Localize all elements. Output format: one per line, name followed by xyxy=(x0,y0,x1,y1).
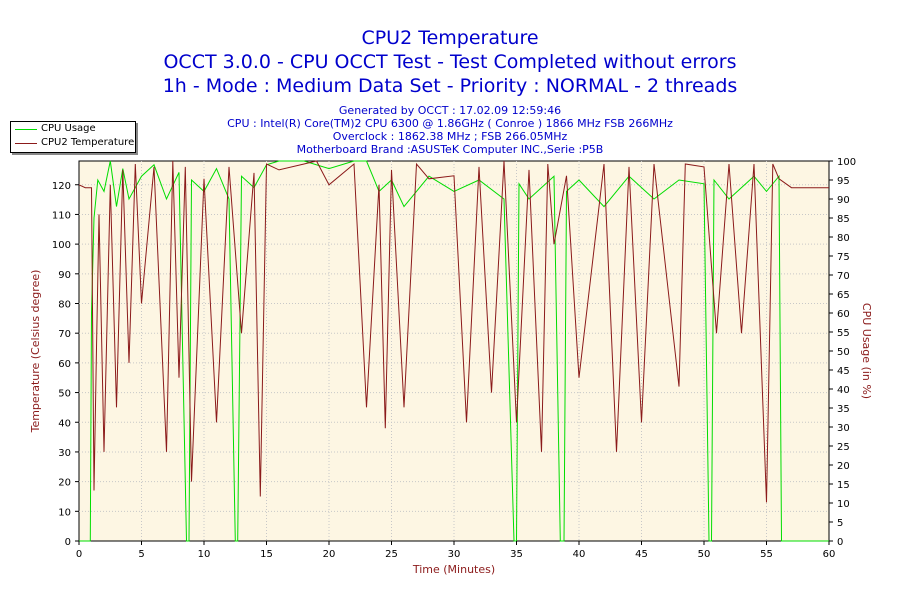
y-right-tick-label: 10 xyxy=(837,499,850,510)
y-left-tick-label: 120 xyxy=(52,181,71,192)
chart-subtitle-2: 1h - Mode : Medium Data Set - Priority :… xyxy=(162,75,738,97)
x-tick-label: 25 xyxy=(385,549,398,560)
x-tick-label: 45 xyxy=(635,549,648,560)
x-tick-label: 50 xyxy=(698,549,711,560)
y-right-tick-label: 60 xyxy=(837,309,850,320)
info-block: Generated by OCCT : 17.02.09 12:59:46 CP… xyxy=(0,104,900,156)
legend: CPU Usage CPU2 Temperature xyxy=(10,121,136,153)
x-axis-label: Time (Minutes) xyxy=(412,563,495,576)
y-right-tick-label: 15 xyxy=(837,480,850,491)
y-right-tick-label: 65 xyxy=(837,290,850,301)
y-right-tick-label: 45 xyxy=(837,366,850,377)
y-left-tick-label: 100 xyxy=(52,240,71,251)
x-tick-label: 10 xyxy=(198,549,211,560)
x-tick-label: 30 xyxy=(448,549,461,560)
legend-swatch-cpu-usage xyxy=(15,129,37,130)
x-tick-label: 40 xyxy=(573,549,586,560)
y-right-tick-label: 55 xyxy=(837,328,850,339)
y-right-tick-label: 95 xyxy=(837,176,850,187)
legend-label-cpu2-temperature: CPU2 Temperature xyxy=(41,137,135,148)
y-right-tick-label: 25 xyxy=(837,442,850,453)
y-right-tick-label: 75 xyxy=(837,252,850,263)
y-left-tick-label: 20 xyxy=(58,478,71,489)
y-left-tick-label: 50 xyxy=(58,389,71,400)
y-left-tick-label: 0 xyxy=(65,537,71,548)
legend-item-cpu-usage: CPU Usage xyxy=(11,122,135,136)
y-right-tick-label: 5 xyxy=(837,518,843,529)
series-line-cpu2-temperature xyxy=(78,160,829,503)
x-tick-label: 55 xyxy=(760,549,773,560)
y-left-tick-label: 70 xyxy=(58,329,71,340)
ticks: 0 5 10 15 20 25 30 35 40 45 50 55 600102030405060708… xyxy=(52,157,856,560)
y-right-tick-label: 0 xyxy=(837,537,843,548)
x-tick-label: 0 xyxy=(76,549,82,560)
chart-subtitle-1: OCCT 3.0.0 - CPU OCCT Test - Test Comple… xyxy=(163,51,737,73)
legend-label-cpu-usage: CPU Usage xyxy=(41,123,96,134)
y-right-tick-label: 50 xyxy=(837,347,850,358)
legend-item-cpu2-temperature: CPU2 Temperature xyxy=(11,136,135,150)
y-right-tick-label: 40 xyxy=(837,385,850,396)
info-generated: Generated by OCCT : 17.02.09 12:59:46 xyxy=(338,104,562,117)
y-left-tick-label: 10 xyxy=(58,507,71,518)
chart-title: CPU2 Temperature xyxy=(361,27,539,49)
y-right-tick-label: 100 xyxy=(837,157,856,168)
y-right-tick-label: 30 xyxy=(837,423,850,434)
y-left-tick-label: 90 xyxy=(58,270,71,281)
y-right-tick-label: 35 xyxy=(837,404,850,415)
x-tick-label: 35 xyxy=(510,549,523,560)
y-left-tick-label: 110 xyxy=(52,210,71,221)
title-block: CPU2 Temperature OCCT 3.0.0 - CPU OCCT T… xyxy=(0,26,900,98)
info-overclock: Overclock : 1862.38 MHz ; FSB 266.05MHz xyxy=(332,130,568,143)
y-axis-label-right: CPU Usage (in %) xyxy=(860,303,873,399)
y-right-tick-label: 70 xyxy=(837,271,850,282)
info-cpu: CPU : Intel(R) Core(TM)2 CPU 6300 @ 1.86… xyxy=(227,117,673,130)
series-layer xyxy=(78,160,829,542)
y-left-tick-label: 60 xyxy=(58,359,71,370)
y-axis-label-left: Temperature (Celsius degree) xyxy=(29,270,42,434)
x-tick-label: 15 xyxy=(260,549,273,560)
series-line-cpu-usage xyxy=(79,160,829,542)
y-left-tick-label: 40 xyxy=(58,418,71,429)
x-tick-label: 60 xyxy=(823,549,836,560)
x-tick-label: 20 xyxy=(323,549,336,560)
y-left-tick-label: 30 xyxy=(58,448,71,459)
y-right-tick-label: 20 xyxy=(837,461,850,472)
y-right-tick-label: 85 xyxy=(837,214,850,225)
info-motherboard: Motherboard Brand :ASUSTeK Computer INC.… xyxy=(296,143,604,156)
x-tick-label: 5 xyxy=(138,549,144,560)
y-right-tick-label: 80 xyxy=(837,233,850,244)
y-left-tick-label: 80 xyxy=(58,300,71,311)
legend-swatch-cpu2-temperature xyxy=(15,143,37,144)
y-right-tick-label: 90 xyxy=(837,195,850,206)
